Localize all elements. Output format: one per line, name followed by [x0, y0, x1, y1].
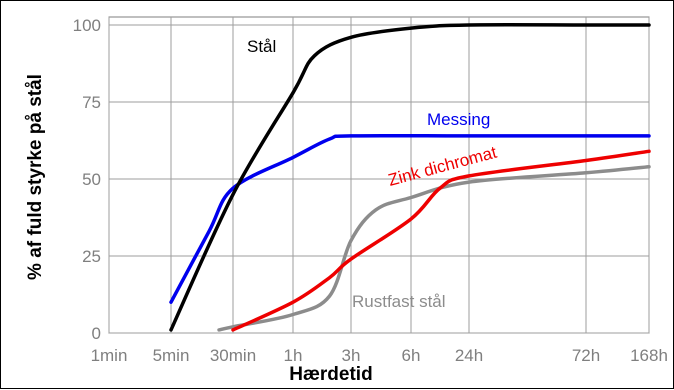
- series-lines: [169, 23, 651, 332]
- series-line-staal: [169, 23, 651, 332]
- x-tick-label: 72h: [572, 346, 600, 365]
- x-tick-label: 1min: [91, 346, 128, 365]
- series-line-rustfast-staal: [217, 164, 651, 332]
- x-tick-label: 5min: [153, 346, 190, 365]
- x-tick-label: 1h: [284, 346, 303, 365]
- series-label-rustfast-staal: Rustfast stål: [352, 292, 446, 311]
- y-tick-label: 100: [73, 16, 101, 35]
- y-tick-label: 25: [82, 247, 101, 266]
- x-tick-labels: 1min 5min 30min 1h 3h 6h 24h 72h 168h: [91, 346, 668, 365]
- x-tick-label: 24h: [455, 346, 483, 365]
- series-line-messing: [169, 133, 651, 304]
- y-axis-label: % af fuld styrke på stål: [25, 74, 46, 280]
- series-label-staal: Stål: [247, 37, 276, 56]
- y-tick-labels: 0 25 50 75 100: [73, 16, 101, 343]
- x-tick-label: 3h: [342, 346, 361, 365]
- x-tick-label: 6h: [402, 346, 421, 365]
- y-tick-label: 0: [92, 324, 101, 343]
- series-line-zink-dichromat: [231, 149, 651, 332]
- y-tick-label: 75: [82, 93, 101, 112]
- series-label-messing: Messing: [427, 110, 490, 129]
- x-axis-label: Hærdetid: [289, 364, 372, 385]
- x-tick-label: 168h: [630, 346, 668, 365]
- x-tick-label: 30min: [210, 346, 256, 365]
- y-tick-label: 50: [82, 170, 101, 189]
